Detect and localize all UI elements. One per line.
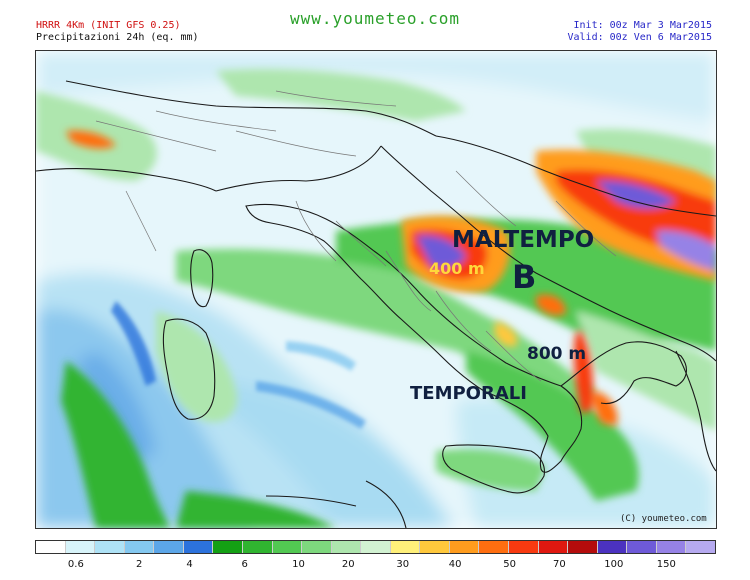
colorbar-swatch [95, 541, 125, 553]
map-canvas [36, 51, 716, 528]
colorbar-swatch [65, 541, 96, 553]
colorbar-swatch [36, 541, 66, 553]
colorbar-swatch [390, 541, 421, 553]
regional-borders [95, 90, 617, 382]
colorbar-tick-label: 0.6 [67, 559, 84, 570]
colorbar-swatch [331, 541, 362, 553]
site-url-link[interactable]: www.youmeteo.com [289, 9, 461, 28]
colorbar-tick-label: 50 [503, 559, 517, 570]
colorbar-swatch [449, 541, 480, 553]
colorbar-swatch [568, 541, 598, 553]
colorbar-tick-label: 10 [292, 559, 305, 570]
annotation-snow-level-400: 400 m [429, 259, 485, 278]
precip-field-blue [111, 301, 366, 429]
colorbar-swatch [420, 541, 450, 553]
colorbar-tick-label: 4 [186, 559, 193, 570]
colorbar-swatch [154, 541, 184, 553]
colorbar-swatch [597, 541, 628, 553]
colorbar-swatch [479, 541, 509, 553]
colorbar-swatch [627, 541, 657, 553]
annotation-temporali: TEMPORALI [410, 383, 527, 404]
colorbar-swatch [213, 541, 243, 553]
annotation-snow-level-800: 800 m [527, 344, 587, 364]
annotation-maltempo: MALTEMPO [452, 227, 595, 253]
colorbar-tick-label: 100 [604, 559, 624, 570]
colorbar-swatch [361, 541, 391, 553]
colorbar-swatch [272, 541, 303, 553]
colorbar-swatch [538, 541, 569, 553]
precipitation-colorbar [35, 540, 716, 554]
colorbar-swatch [242, 541, 273, 553]
colorbar-swatch [656, 541, 687, 553]
colorbar-tick-label: 20 [341, 559, 355, 570]
colorbar-tick-label: 2 [136, 559, 143, 570]
run-init-time: Init: 00z Mar 3 Mar2015 [573, 20, 712, 31]
coastlines [36, 80, 716, 528]
field-subtitle: Precipitazioni 24h (eq. mm) [36, 32, 199, 43]
colorbar-tick-label: 30 [396, 559, 410, 570]
colorbar-swatch [124, 541, 155, 553]
colorbar-swatch [686, 541, 715, 553]
copyright-text: (C) youmeteo.com [620, 514, 707, 524]
colorbar-swatch [302, 541, 332, 553]
colorbar-tick-label: 70 [552, 559, 566, 570]
model-title: HRRR 4Km (INIT GFS 0.25) [36, 20, 181, 31]
run-valid-time: Valid: 00z Ven 6 Mar2015 [567, 32, 713, 43]
colorbar-ticks: 0.6 2 4 6 10 20 30 40 50 70 100 150 [35, 559, 716, 573]
colorbar-tick-label: 6 [241, 559, 248, 570]
colorbar-swatch [509, 541, 539, 553]
colorbar-swatch [183, 541, 214, 553]
colorbar-tick-label: 150 [656, 559, 676, 570]
colorbar-tick-label: 40 [448, 559, 462, 570]
precipitation-map [35, 50, 717, 529]
precip-field-heavy [66, 130, 716, 426]
annotation-low-pressure: B [512, 258, 537, 296]
